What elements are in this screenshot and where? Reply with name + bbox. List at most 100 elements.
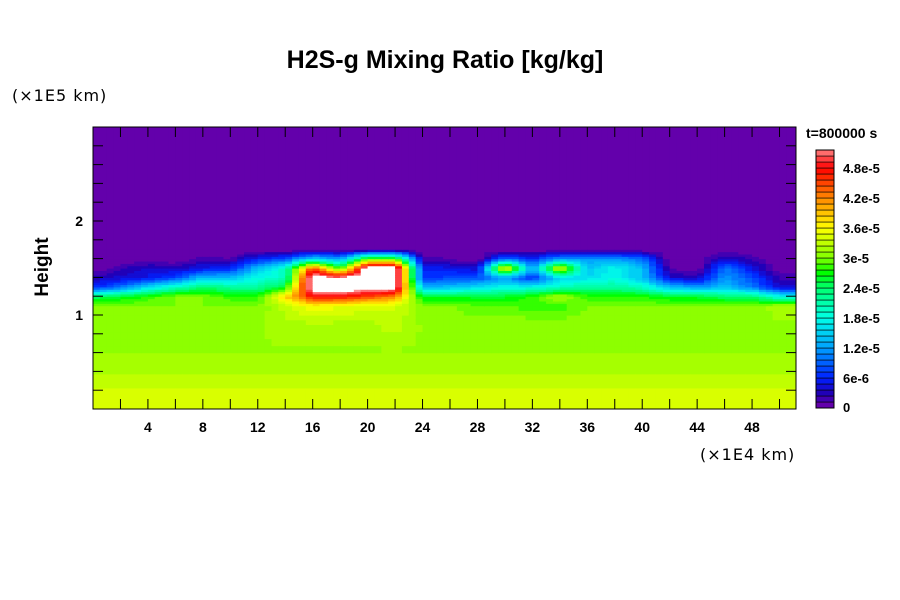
heatmap-cell: [498, 265, 506, 269]
heatmap-cell: [491, 127, 499, 250]
heatmap-cell: [573, 359, 582, 368]
heatmap-cell: [223, 284, 231, 288]
heatmap-cell: [429, 319, 437, 325]
heatmap-cell: [532, 394, 540, 403]
heatmap-cell: [209, 338, 218, 347]
heatmap-cell: [216, 251, 225, 255]
heatmap-cell: [697, 277, 705, 281]
heatmap-cell: [456, 303, 465, 307]
heatmap-cell: [374, 258, 382, 262]
heatmap-cell: [518, 300, 527, 304]
heatmap-cell: [552, 300, 561, 304]
heatmap-cell: [731, 258, 739, 262]
heatmap-cell: [161, 319, 170, 325]
heatmap-cell: [319, 265, 328, 269]
heatmap-cell: [587, 338, 595, 347]
heatmap-cell: [360, 394, 369, 403]
heatmap-cell: [786, 293, 794, 297]
heatmap-cell: [168, 272, 176, 276]
heatmap-cell: [292, 272, 300, 276]
heatmap-cell: [649, 338, 657, 347]
heatmap-cell: [168, 315, 176, 321]
heatmap-cell: [539, 305, 547, 311]
heatmap-cell: [504, 277, 513, 281]
heatmap-cell: [477, 258, 485, 262]
heatmap-cell: [800, 339, 807, 347]
heatmap-cell: [443, 268, 451, 271]
heatmap-cell: [573, 310, 582, 316]
heatmap-cell: [752, 260, 760, 264]
heatmap-cell: [477, 251, 485, 255]
heatmap-cell: [690, 286, 698, 290]
heatmap-cell: [305, 300, 314, 304]
heatmap-cell: [601, 277, 609, 281]
heatmap-cell: [710, 286, 719, 290]
heatmap-cell: [772, 338, 781, 347]
heatmap-cell: [223, 272, 231, 276]
heatmap-cell: [443, 352, 451, 361]
heatmap-cell: [443, 303, 451, 307]
heatmap-cell: [436, 258, 444, 262]
heatmap-cell: [209, 277, 218, 281]
heatmap-cell: [401, 289, 410, 293]
heatmap-cell: [786, 298, 794, 302]
heatmap-cell: [697, 359, 705, 368]
heatmap-cell: [278, 310, 286, 316]
heatmap-cell: [278, 293, 286, 297]
heatmap-cell: [710, 263, 719, 267]
heatmap-cell: [127, 380, 135, 389]
colorbar-tick-label: 3e-5: [843, 251, 869, 266]
heatmap-cell: [504, 380, 513, 389]
heatmap-cell: [106, 305, 115, 311]
heatmap-cell: [717, 251, 726, 255]
heatmap-cell: [463, 380, 472, 389]
heatmap-cell: [401, 275, 410, 278]
heatmap-cell: [484, 284, 492, 288]
heatmap-cell: [690, 296, 698, 300]
heatmap-cell: [511, 258, 520, 262]
heatmap-cell: [264, 277, 273, 281]
heatmap-cell: [676, 324, 685, 333]
heatmap-cell: [141, 394, 149, 403]
heatmap-cell: [161, 277, 170, 281]
heatmap-cell: [491, 282, 499, 286]
heatmap-cell: [655, 286, 664, 290]
heatmap-cell: [594, 298, 602, 302]
heatmap-cell: [408, 272, 417, 276]
heatmap-cell: [202, 305, 211, 311]
heatmap-cell: [340, 300, 348, 304]
heatmap-cell: [683, 272, 691, 276]
heatmap-cell: [195, 345, 204, 354]
heatmap-cell: [429, 345, 437, 354]
heatmap-cell: [305, 315, 314, 321]
heatmap-cell: [154, 338, 163, 347]
heatmap-cell: [491, 275, 499, 278]
heatmap-cell: [758, 256, 767, 260]
heatmap-cell: [477, 380, 485, 389]
heatmap-cell: [559, 249, 568, 253]
heatmap-cell: [573, 305, 582, 311]
heatmap-cell: [141, 256, 149, 260]
heatmap-cell: [147, 319, 156, 325]
colorbar-bin: [815, 227, 835, 235]
heatmap-cell: [113, 275, 122, 278]
heatmap-cell: [601, 319, 609, 325]
heatmap-cell: [347, 345, 355, 354]
heatmap-cell: [237, 258, 245, 262]
heatmap-cell: [113, 291, 122, 295]
heatmap-cell: [264, 394, 273, 403]
heatmap-cell: [113, 345, 122, 354]
heatmap-cell: [642, 249, 650, 253]
heatmap-cell: [669, 293, 678, 297]
heatmap-cell: [710, 345, 719, 354]
heatmap-cell: [484, 258, 492, 262]
heatmap-cell: [752, 310, 760, 316]
heatmap-cell: [168, 366, 176, 375]
heatmap-cell: [408, 251, 417, 255]
heatmap-cell: [278, 303, 286, 307]
heatmap-cell: [498, 394, 506, 403]
heatmap-cell: [374, 298, 382, 302]
colorbar-bin: [815, 269, 835, 277]
heatmap-cell: [738, 380, 746, 389]
heatmap-cell: [738, 373, 746, 382]
